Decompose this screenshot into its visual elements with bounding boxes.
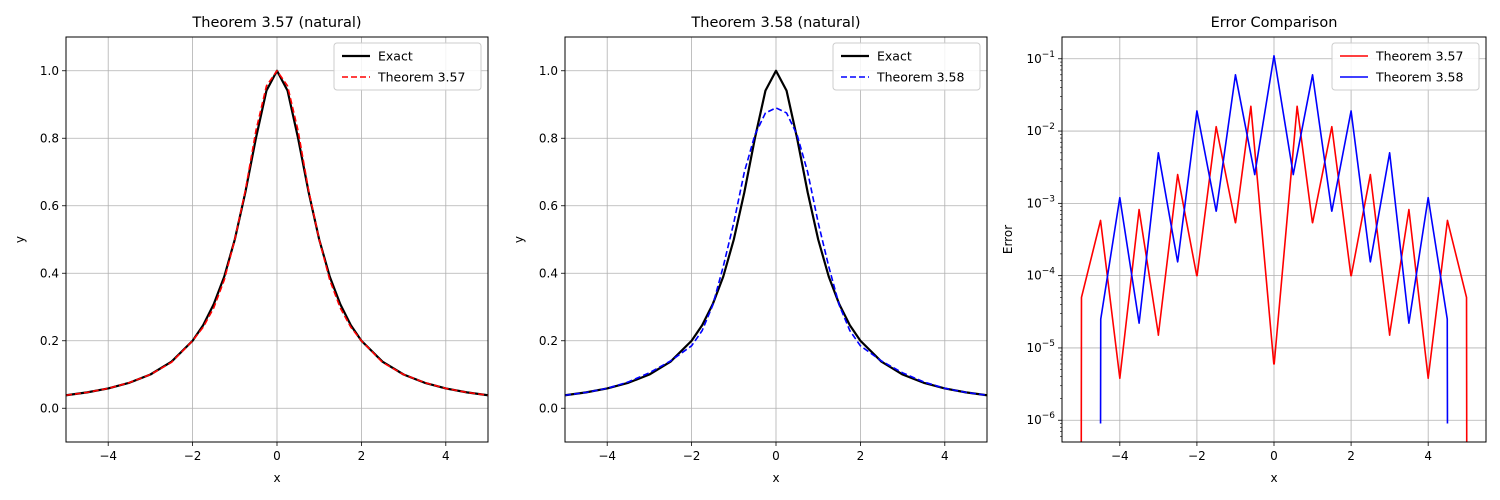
y-tick-label: 0.6	[539, 199, 558, 213]
legend-label: Exact	[877, 49, 912, 64]
chart-title: Theorem 3.58 (natural)	[690, 15, 860, 31]
chart-title: Error Comparison	[1211, 15, 1338, 31]
legend-label: Theorem 3.58	[1375, 70, 1463, 85]
y-tick-label: 10−4	[1026, 267, 1055, 283]
x-tick-label: 0	[1270, 449, 1278, 463]
y-tick-label: 0.4	[40, 266, 59, 280]
legend: Exact Theorem 3.57	[333, 42, 482, 91]
y-tick-label: 0.8	[40, 131, 59, 145]
x-tick-label: −4	[99, 449, 117, 463]
y-tick-label: 0.4	[539, 266, 558, 280]
series-line-2	[1099, 54, 1449, 424]
y-axis-label: y	[13, 236, 27, 243]
x-tick-label: 2	[857, 449, 865, 463]
x-tick-label: 2	[1347, 449, 1355, 463]
y-tick-label: 1.0	[539, 64, 558, 78]
chart-panel-3: −4 −2 0 2 4 10−6 10−5 10−4 10−3 10−2 10−1 x Error Err…	[1001, 15, 1487, 485]
y-axis-label: y	[512, 236, 526, 243]
y-tick-label: 0.2	[40, 334, 59, 348]
legend-label: Theorem 3.57	[1375, 49, 1463, 64]
x-axis-label: x	[1270, 471, 1277, 485]
x-axis-label: x	[772, 471, 779, 485]
x-tick-label: 4	[941, 449, 949, 463]
x-tick-label: −4	[598, 449, 616, 463]
legend-box	[333, 42, 482, 91]
series-line-1	[565, 69, 987, 397]
y-tick-label: 1.0	[40, 64, 59, 78]
y-axis-label: Error	[1001, 225, 1015, 254]
legend-box	[1331, 42, 1480, 91]
y-tick-label: 0.0	[40, 401, 59, 415]
chart-title: Theorem 3.57 (natural)	[191, 15, 361, 31]
series-line-2	[66, 69, 488, 397]
y-tick-label: 0.8	[539, 131, 558, 145]
x-axis-label: x	[273, 471, 280, 485]
y-tick-label: 10−1	[1026, 50, 1055, 66]
legend-label: Theorem 3.57	[377, 70, 465, 85]
legend: Theorem 3.57 Theorem 3.58	[1331, 42, 1480, 91]
x-tick-label: 4	[1424, 449, 1432, 463]
chart-panel-2: −4 −2 0 2 4 0.0 0.2 0.4 0.6 0.8 1.0 x y Theorem 3.58 …	[512, 15, 988, 485]
x-tick-label: −2	[1188, 449, 1206, 463]
legend: Exact Theorem 3.58	[832, 42, 981, 91]
y-tick-label: 0.6	[40, 199, 59, 213]
chart-panel-1: −4 −2 0 2 4 0.0 0.2 0.4 0.6 0.8 1.0 x y Theorem 3.57 …	[13, 15, 489, 485]
x-tick-label: 2	[358, 449, 366, 463]
legend-label: Theorem 3.58	[876, 70, 964, 85]
series-line-1	[1080, 105, 1468, 442]
legend-label: Exact	[378, 49, 413, 64]
x-tick-label: −2	[683, 449, 701, 463]
y-tick-label: 0.2	[539, 334, 558, 348]
y-tick-label: 0.0	[539, 401, 558, 415]
x-tick-label: 4	[442, 449, 450, 463]
y-tick-label: 10−3	[1026, 194, 1055, 210]
x-tick-label: −2	[184, 449, 202, 463]
series-line-2	[565, 107, 987, 397]
y-tick-label: 10−5	[1026, 339, 1055, 355]
x-tick-label: −4	[1111, 449, 1129, 463]
legend-box	[832, 42, 981, 91]
y-tick-label: 10−6	[1026, 411, 1055, 427]
y-tick-label: 10−2	[1026, 122, 1055, 138]
x-tick-label: 0	[772, 449, 780, 463]
x-tick-label: 0	[273, 449, 281, 463]
